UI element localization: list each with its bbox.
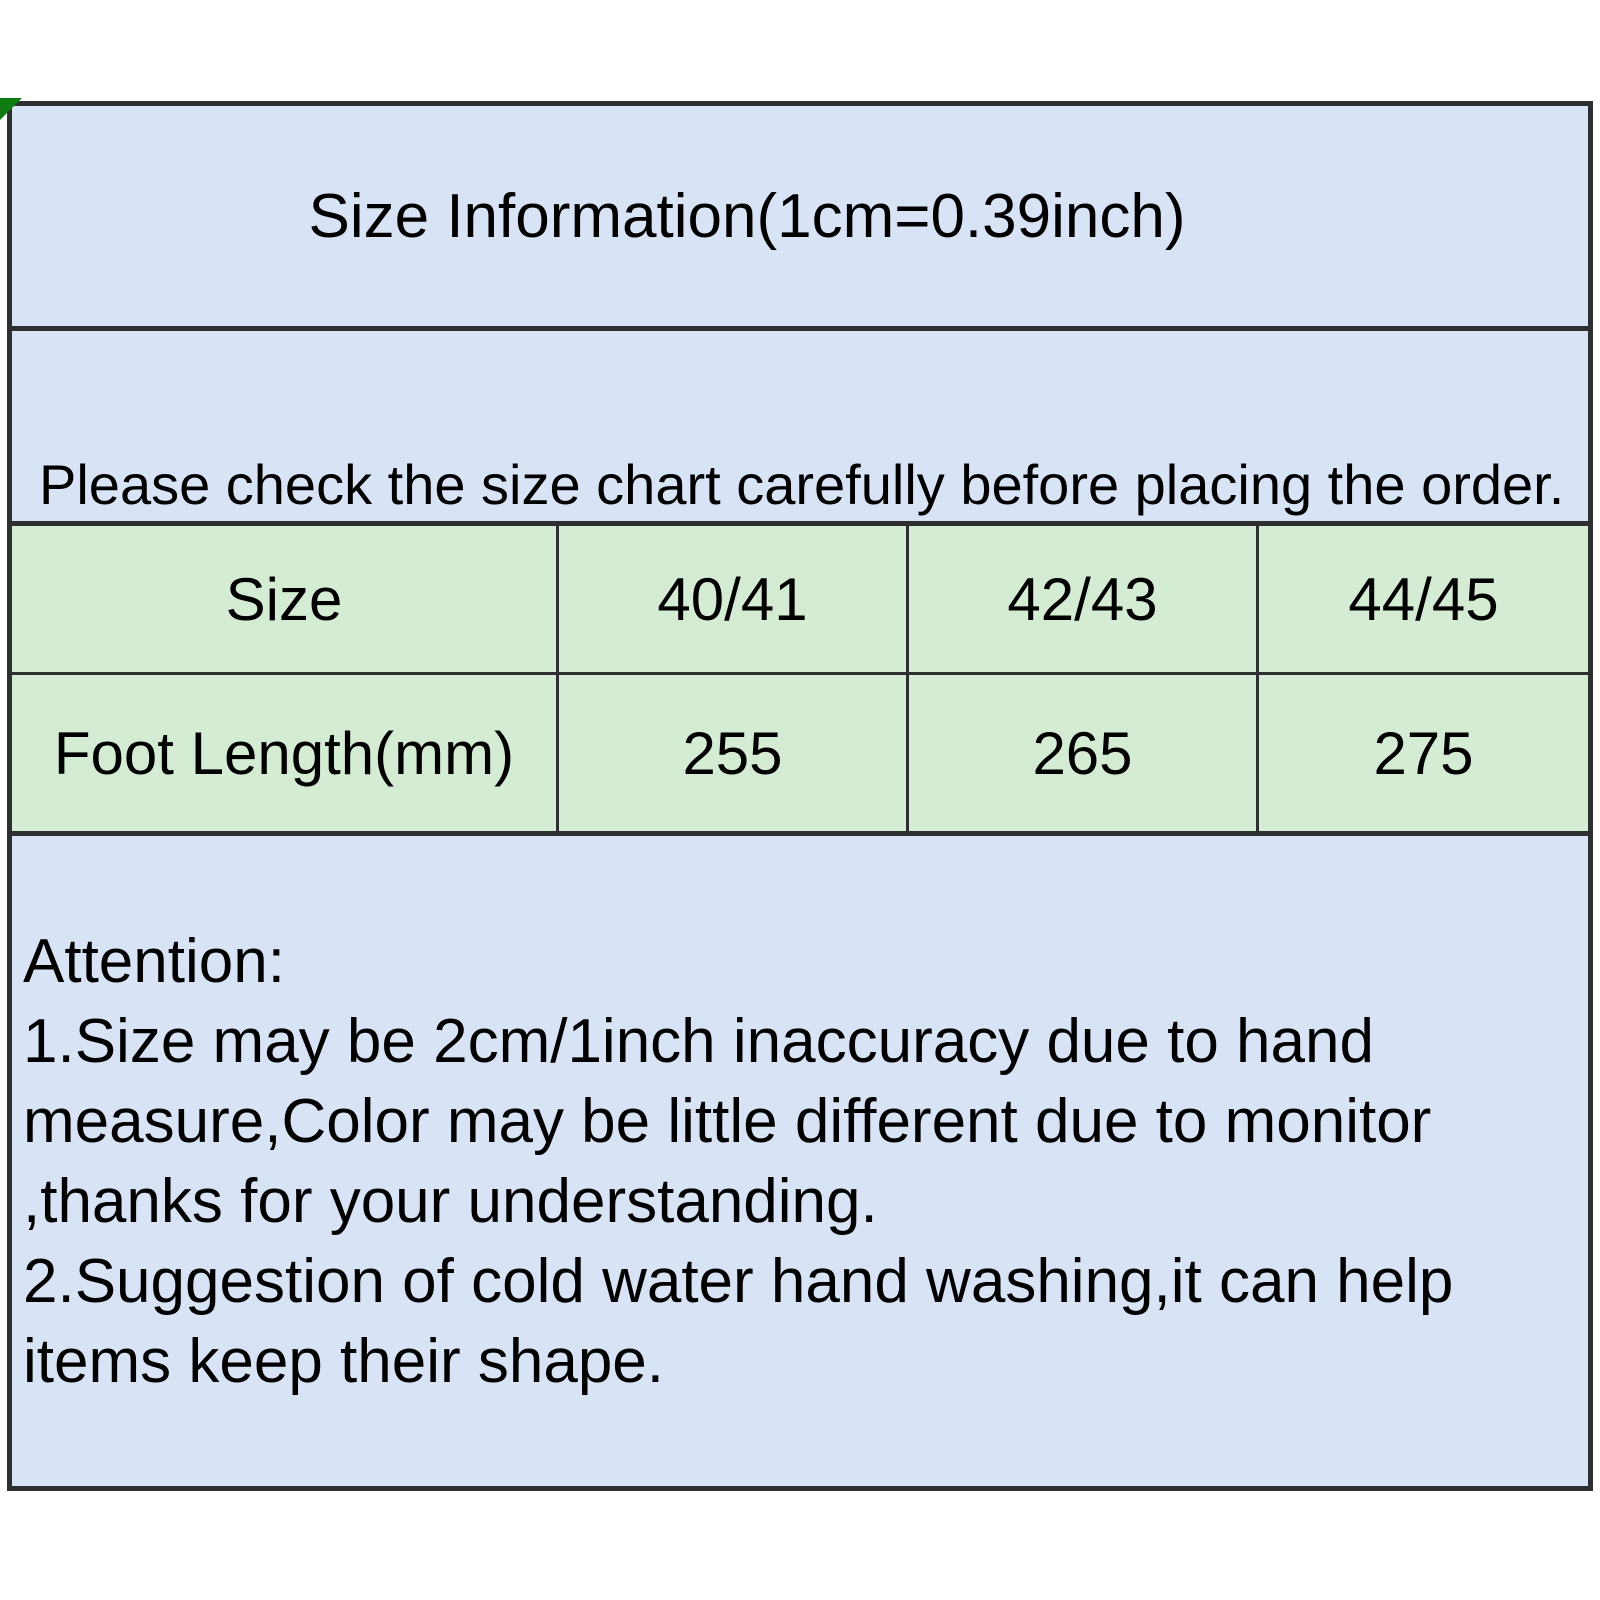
attention-note-2: 2.Suggestion of cold water hand washing,… <box>23 1247 1454 1396</box>
attention-heading: Attention: <box>23 927 285 996</box>
table-header-44-45: 44/45 <box>1259 526 1588 675</box>
table-header-44-45-label: 44/45 <box>1348 565 1499 633</box>
size-table: Size 40/41 42/43 44/45 Foot Length(mm) 2… <box>12 526 1588 836</box>
table-cell-foot-length-40-41: 255 <box>559 675 909 831</box>
table-header-size: Size <box>12 526 559 675</box>
table-header-42-43-label: 42/43 <box>1007 565 1158 633</box>
foot-length-label: Foot Length(mm) <box>53 719 515 787</box>
title-section: Size Information(1cm=0.39inch) <box>12 106 1588 331</box>
table-header-40-41: 40/41 <box>559 526 909 675</box>
foot-length-value-44-45: 275 <box>1373 719 1474 787</box>
notice-text: Please check the size chart carefully be… <box>39 453 1565 516</box>
table-header-40-41-label: 40/41 <box>657 565 808 633</box>
attention-section: Attention: 1.Size may be 2cm/1inch inacc… <box>12 836 1588 1486</box>
table-cell-foot-length-44-45: 275 <box>1259 675 1588 831</box>
table-header-42-43: 42/43 <box>909 526 1259 675</box>
green-corner-mark-icon <box>0 98 22 120</box>
size-info-panel: Size Information(1cm=0.39inch) Please ch… <box>7 101 1593 1491</box>
attention-note-1: 1.Size may be 2cm/1inch inaccuracy due t… <box>23 1007 1432 1236</box>
foot-length-value-42-43: 265 <box>1032 719 1133 787</box>
table-cell-foot-length-42-43: 265 <box>909 675 1259 831</box>
foot-length-value-40-41: 255 <box>682 719 783 787</box>
table-row-label-foot-length: Foot Length(mm) <box>12 675 559 831</box>
page-title: Size Information(1cm=0.39inch) <box>308 181 1186 251</box>
notice-section: Please check the size chart carefully be… <box>12 331 1588 526</box>
table-header-size-label: Size <box>225 565 343 633</box>
